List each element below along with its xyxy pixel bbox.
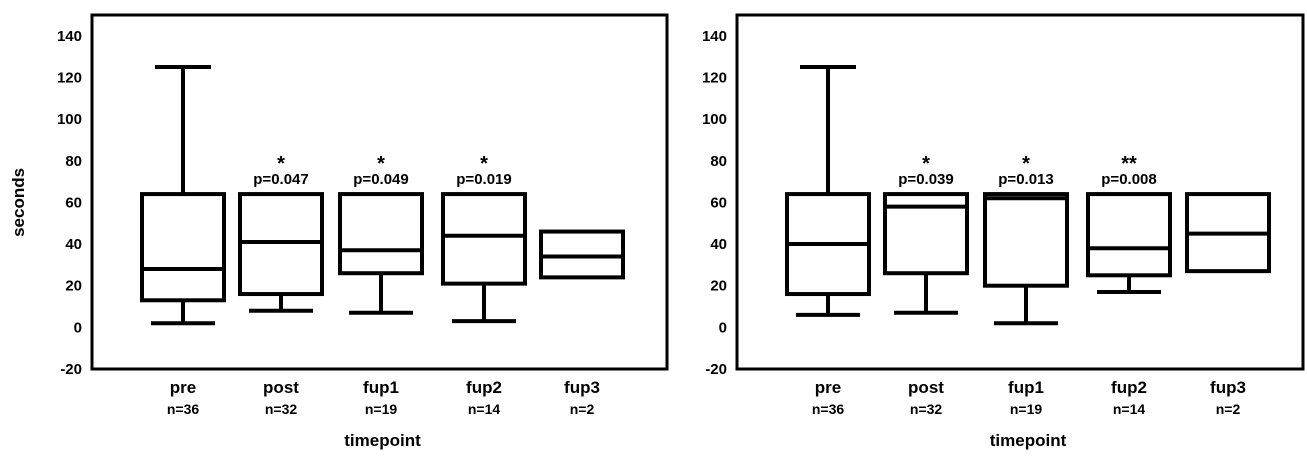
x-category-label: pre — [815, 378, 841, 397]
y-tick-label: 60 — [65, 194, 82, 211]
box-post: p=0.039* post n=32 — [883, 153, 969, 417]
significance-star: * — [480, 153, 488, 175]
x-category-n-label: n=36 — [167, 401, 200, 417]
box-iqr — [441, 192, 527, 286]
box-iqr — [338, 192, 424, 276]
y-tick-label: 140 — [57, 28, 82, 45]
x-category-label: fup3 — [564, 378, 600, 397]
x-category-n-label: n=14 — [468, 401, 501, 417]
y-tick-label: 80 — [65, 153, 82, 170]
y-tick-label: 0 — [719, 319, 727, 336]
significance-star: * — [1022, 153, 1030, 175]
plot-frame — [735, 13, 1305, 371]
box-pre: pre n=36 — [785, 65, 871, 417]
significance-star: * — [922, 153, 930, 175]
plot-frame — [90, 13, 669, 371]
p-value-label: p=0.039 — [898, 171, 953, 188]
box-post: p=0.047* post n=32 — [238, 153, 324, 417]
box-iqr — [1086, 192, 1172, 278]
significance-star: * — [277, 153, 285, 175]
box-pre: pre n=36 — [140, 65, 226, 417]
panel-1: -20 0 20 40 60 80 100 120 140 seconds pre n=36 p=0.0… — [9, 13, 669, 450]
x-axis-label: timepoint — [990, 431, 1067, 450]
p-value-label: p=0.008 — [1101, 171, 1156, 188]
y-tick-label: 120 — [57, 69, 82, 86]
y-tick-label: 60 — [710, 194, 727, 211]
y-tick-label: 0 — [74, 319, 82, 336]
p-value-label: p=0.047 — [253, 171, 308, 188]
p-value-label: p=0.019 — [456, 171, 511, 188]
box-fup2: p=0.019* fup2 n=14 — [441, 153, 527, 417]
x-category-n-label: n=2 — [570, 401, 595, 417]
y-tick-label: 100 — [702, 111, 727, 128]
x-category-label: post — [263, 378, 299, 397]
box-fup3: fup3 n=2 — [539, 229, 625, 417]
x-category-n-label: n=36 — [812, 401, 845, 417]
x-category-n-label: n=14 — [1113, 401, 1146, 417]
x-category-label: fup1 — [363, 378, 399, 397]
box-iqr — [539, 229, 625, 280]
x-category-label: fup3 — [1210, 378, 1246, 397]
x-category-n-label: n=32 — [910, 401, 943, 417]
y-tick-label: 20 — [65, 278, 82, 295]
box-iqr — [238, 192, 324, 297]
x-category-n-label: n=2 — [1216, 401, 1241, 417]
y-tick-label: 40 — [710, 236, 727, 253]
x-axis-label: timepoint — [344, 431, 421, 450]
x-category-label: fup2 — [1111, 378, 1147, 397]
x-category-n-label: n=19 — [365, 401, 398, 417]
p-value-label: p=0.049 — [353, 171, 408, 188]
box-iqr — [983, 192, 1069, 288]
y-axis-label: seconds — [9, 168, 28, 237]
x-category-label: fup2 — [466, 378, 502, 397]
box-iqr — [140, 192, 226, 303]
x-category-n-label: n=19 — [1010, 401, 1043, 417]
y-tick-label: -20 — [705, 361, 727, 378]
significance-star: ** — [1121, 153, 1137, 175]
y-tick-label: 40 — [65, 236, 82, 253]
x-category-label: post — [908, 378, 944, 397]
box-fup1: p=0.013* fup1 n=19 — [983, 153, 1069, 417]
x-category-n-label: n=32 — [265, 401, 298, 417]
significance-star: * — [377, 153, 385, 175]
box-fup1: p=0.049* fup1 n=19 — [338, 153, 424, 417]
box-fup2: p=0.008** fup2 n=14 — [1086, 153, 1172, 417]
y-tick-label: 120 — [702, 69, 727, 86]
y-tick-label: -20 — [60, 361, 82, 378]
y-tick-label: 140 — [702, 28, 727, 45]
box-fup3: fup3 n=2 — [1185, 192, 1271, 417]
panel-2: -20020406080100120140pren=36p=0.039*post… — [702, 13, 1305, 450]
x-category-label: fup1 — [1008, 378, 1044, 397]
y-tick-label: 80 — [710, 153, 727, 170]
y-tick-label: 20 — [710, 278, 727, 295]
y-tick-label: 100 — [57, 111, 82, 128]
p-value-label: p=0.013 — [998, 171, 1053, 188]
x-category-label: pre — [170, 378, 196, 397]
